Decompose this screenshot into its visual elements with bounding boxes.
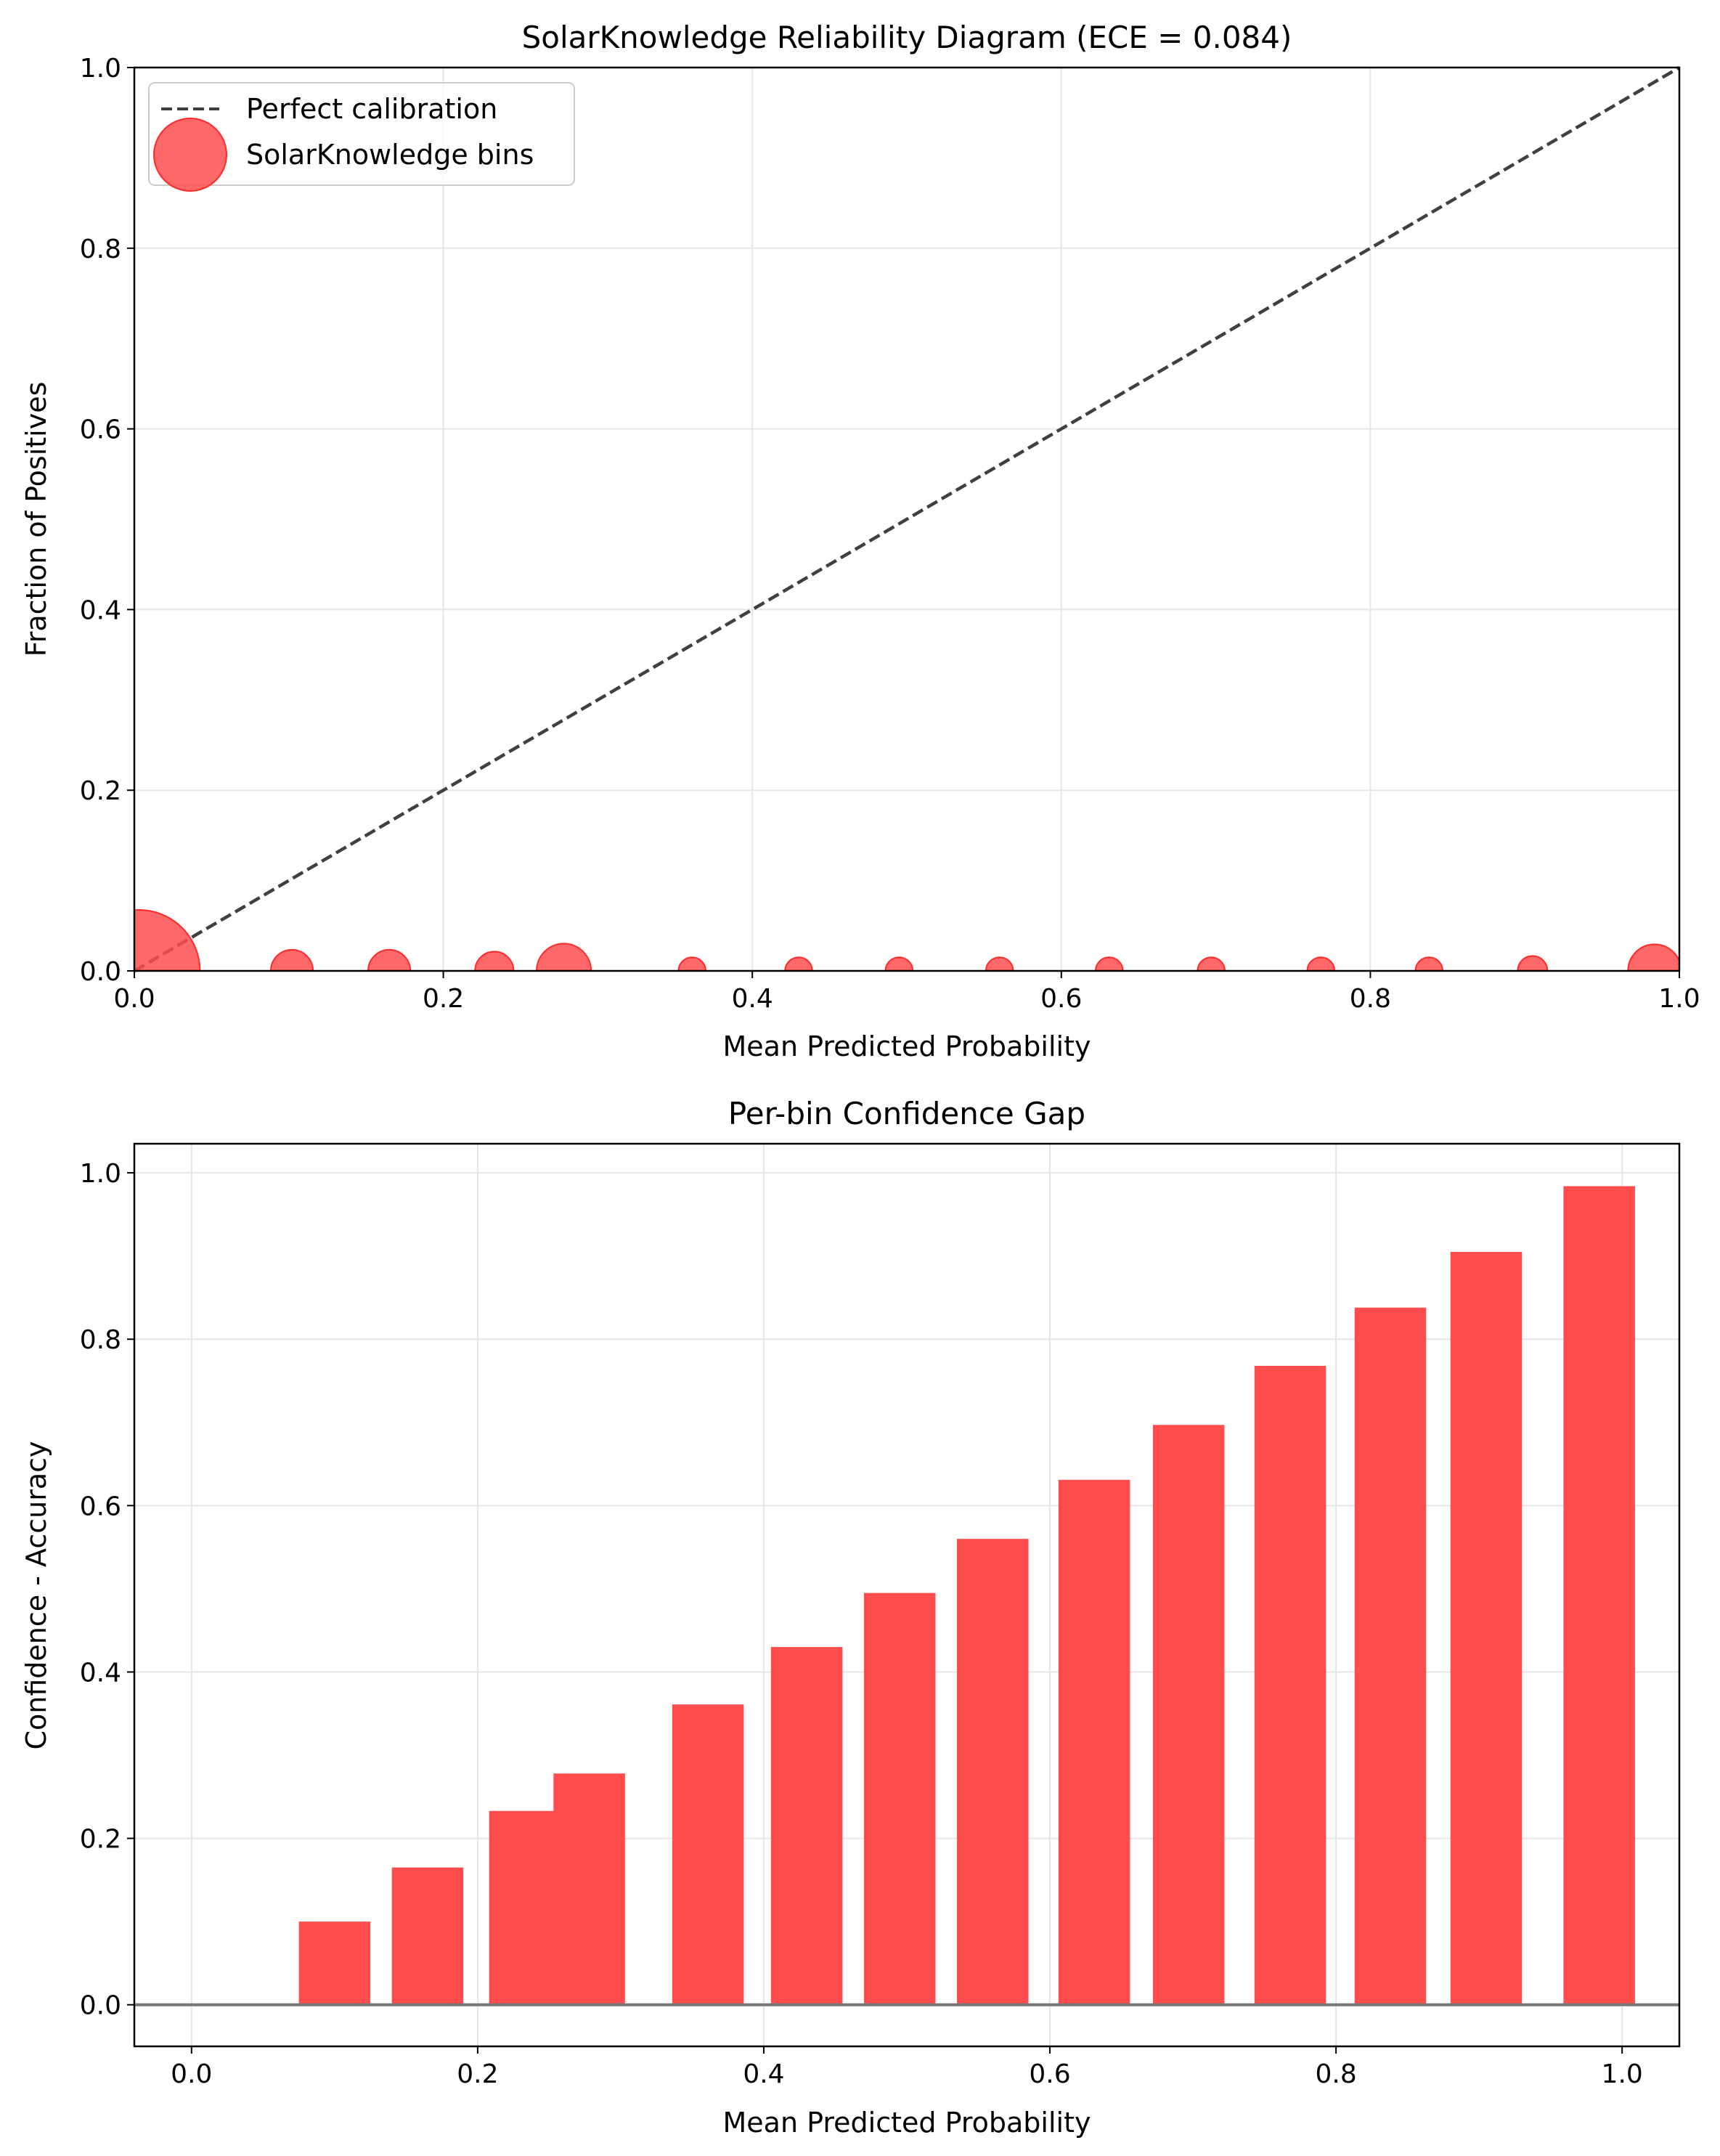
confidence-gap-bar	[298, 1921, 371, 2005]
x-tick-label: 0.4	[732, 984, 773, 1014]
confidence-gap-bar	[1450, 1251, 1523, 2005]
legend-entry-solarknowledge-bins: SolarKnowledge bins	[246, 139, 534, 171]
x-tick-label: 1.0	[1602, 2059, 1643, 2089]
y-tick-label: 0.2	[80, 776, 121, 806]
confidence-gap-bar	[956, 1539, 1029, 2005]
x-tick-label: 1.0	[1658, 984, 1700, 1014]
reliability-points-layer	[134, 909, 1679, 971]
reliability-x-axis-label: Mean Predicted Probability	[723, 1030, 1091, 1062]
y-tick-label: 0.2	[80, 1825, 121, 1855]
bin-marker	[474, 951, 515, 971]
x-tick-label: 0.4	[743, 2059, 784, 2089]
y-tick-label: 0.8	[80, 1325, 121, 1355]
x-tick-label: 0.6	[1040, 984, 1082, 1014]
bin-marker	[1517, 955, 1549, 971]
confidence-gap-bar	[1354, 1307, 1427, 2005]
y-tick-label: 1.0	[80, 54, 121, 84]
confidence-gap-bars-layer	[134, 1186, 1679, 2006]
x-tick-label: 0.8	[1315, 2059, 1356, 2089]
confidence-gap-bar	[1152, 1425, 1225, 2005]
y-tick-label: 1.0	[80, 1159, 121, 1189]
y-tick-label: 0.0	[80, 1991, 121, 2021]
y-tick-label: 0.6	[80, 1492, 121, 1521]
confidence-gap-x-axis-label: Mean Predicted Probability	[723, 2107, 1091, 2139]
confidence-gap-y-axis-label: Confidence - Accuracy	[20, 1441, 52, 1749]
y-tick-label: 0.8	[80, 235, 121, 264]
x-tick-label: 0.0	[113, 984, 155, 1014]
reliability-chart-title: SolarKnowledge Reliability Diagram (ECE …	[522, 20, 1292, 55]
bin-marker	[1197, 956, 1226, 971]
legend-box	[148, 82, 575, 186]
bin-marker	[784, 956, 813, 971]
legend-entry-perfect-calibration: Perfect calibration	[246, 93, 497, 125]
y-tick-label: 0.4	[80, 1658, 121, 1688]
reliability-diagram-panel: SolarKnowledge Reliability Diagram (ECE …	[20, 20, 1700, 1062]
bin-marker	[1627, 943, 1679, 971]
bin-marker	[134, 909, 201, 971]
confidence-gap-plot-frame	[133, 1142, 1681, 2048]
y-tick-label: 0.6	[80, 415, 121, 445]
bin-marker	[1306, 956, 1336, 971]
confidence-gap-bar	[1563, 1186, 1635, 2005]
confidence-gap-tick-labels: 0.0 0.2 0.4 0.6 0.8 1.0 0.0 0.2 0.4 0.6 0.8 1.0	[80, 1159, 1643, 2089]
confidence-gap-bar	[391, 1867, 464, 2005]
bin-marker	[1094, 956, 1124, 971]
legend-marker-swatch	[153, 118, 227, 192]
x-tick-label: 0.2	[423, 984, 464, 1014]
bin-marker	[536, 943, 592, 971]
perfect-calibration-line	[133, 66, 1681, 972]
bin-marker	[1414, 956, 1444, 971]
reliability-y-axis-label: Fraction of Positives	[20, 382, 52, 657]
y-tick-label: 0.0	[80, 957, 121, 987]
confidence-gap-panel: Per-bin Confidence Gap 0.0 0.2 0.4 0.6 0.8 1.…	[20, 1096, 1681, 2139]
x-tick-label: 0.6	[1029, 2059, 1070, 2089]
reliability-plot-frame	[133, 66, 1681, 972]
confidence-gap-bar	[489, 1810, 561, 2005]
bin-marker	[677, 956, 706, 971]
reliability-reference-layer	[133, 66, 1681, 972]
confidence-gap-bar	[672, 1704, 744, 2005]
x-tick-label: 0.8	[1350, 984, 1391, 1014]
x-tick-label: 0.2	[457, 2059, 498, 2089]
confidence-gap-bar	[1254, 1365, 1326, 2005]
confidence-gap-bar	[770, 1647, 843, 2005]
reliability-tick-labels: 0.0 0.2 0.4 0.6 0.8 1.0 0.0 0.2 0.4 0.6 0.8 1.0	[80, 54, 1700, 1014]
confidence-gap-chart-title: Per-bin Confidence Gap	[728, 1096, 1085, 1131]
bin-marker	[985, 956, 1014, 971]
confidence-gap-bar	[863, 1592, 936, 2005]
x-tick-label: 0.0	[171, 2059, 212, 2089]
bin-marker	[884, 956, 914, 971]
reliability-legend: Perfect calibration SolarKnowledge bins	[148, 82, 575, 192]
confidence-gap-bar	[553, 1773, 625, 2005]
y-tick-label: 0.4	[80, 595, 121, 625]
confidence-gap-bar	[1058, 1479, 1130, 2005]
